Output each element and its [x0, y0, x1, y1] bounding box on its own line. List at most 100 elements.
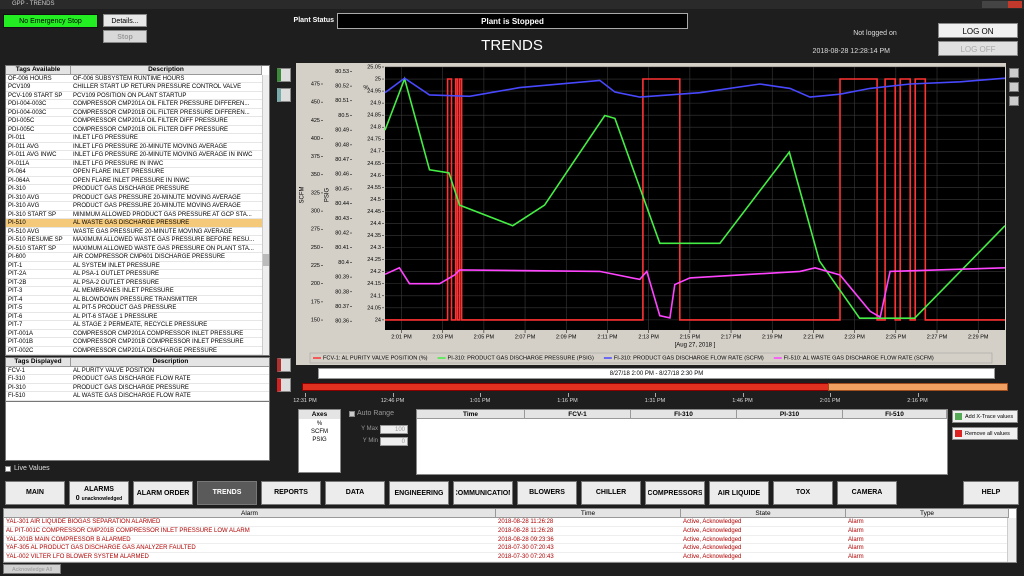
nav-button[interactable]: HELP — [963, 481, 1019, 505]
alarm-row[interactable]: YAF-305 AL PRODUCT GAS DISCHARGE GAS ANA… — [4, 544, 1007, 554]
table-row[interactable]: OF-006 HOURS OF-006 SUBSYSTEM RUNTIME HOU… — [6, 74, 262, 83]
nav-button[interactable]: TOX — [773, 481, 833, 505]
nav-button[interactable]: ALARM ORDER — [133, 481, 193, 505]
stop-button[interactable]: Stop — [103, 30, 147, 43]
table-row[interactable]: PI-011 INLET LFG PRESSURE — [6, 134, 262, 143]
table-row[interactable]: PI-600 AIR COMPRESSOR CMP601 DISCHARGE PR… — [6, 253, 262, 262]
live-values-checkbox[interactable] — [5, 466, 11, 472]
table-row[interactable]: PI-011 AVG INWC INLET LFG PRESSURE 20-MIN… — [6, 151, 262, 160]
table-row[interactable]: PDI-005C COMPRESSOR CMP201B OIL FILTER DI… — [6, 125, 262, 134]
chart-tool-icon[interactable] — [1009, 68, 1019, 78]
table-row[interactable]: PI-510 AL WASTE GAS DISCHARGE PRESSURE — [6, 219, 262, 228]
table-row[interactable]: PI-310 AVG PRODUCT GAS PRESSURE 20-MINUTE… — [6, 193, 262, 202]
table-row[interactable]: PCV-109 START SP PCV109 POSITION ON PLANT… — [6, 91, 262, 100]
axis-item[interactable]: % — [316, 421, 323, 427]
table-row[interactable]: FI-510 AL WASTE GAS DISCHARGE FLOW RATE — [6, 392, 269, 401]
nav-button[interactable]: BLOWERS — [517, 481, 577, 505]
axis-item[interactable]: SCFM — [311, 429, 328, 435]
alarm-row[interactable]: YAL-301 AIR LIQUIDE BIOGAS SEPARATION AL… — [4, 518, 1007, 527]
column-header[interactable]: Description — [71, 66, 262, 75]
column-header[interactable]: FI-310 — [631, 410, 737, 419]
nav-button[interactable]: ENGINEERING — [389, 481, 449, 505]
column-header[interactable]: Time — [417, 410, 525, 419]
scroll-thumb[interactable] — [263, 254, 269, 267]
table-row[interactable]: PCV109 CHILLER START UP RETURN PRESSURE C… — [6, 83, 262, 92]
table-row[interactable]: PIT-1 AL SYSTEM INLET PRESSURE — [6, 261, 262, 270]
table-row[interactable]: PI-064 OPEN FLARE INLET PRESSURE — [6, 168, 262, 177]
table-row[interactable]: PIT-3 AL MEMBRANES INLET PRESSURE — [6, 287, 262, 296]
table-row[interactable]: PI-310 AVG PRODUCT GAS PRESSURE 20-MINUTE… — [6, 202, 262, 211]
remove-values-button[interactable]: Remove all values — [952, 427, 1018, 440]
column-header[interactable]: FI-510 — [843, 410, 947, 419]
alarm-count-label: unacknowledged — [81, 496, 123, 502]
table-row[interactable]: PIT-7 AL STAGE 2 PERMEATE, RECYCLE PRESSU… — [6, 321, 262, 330]
column-header[interactable]: PI-310 — [737, 410, 843, 419]
nav-button[interactable]: CAMERA — [837, 481, 897, 505]
nav-button[interactable]: AIR LIQUIDE — [709, 481, 769, 505]
table-row[interactable]: PI-510 START SP MAXIMUM ALLOWED WASTE GAS… — [6, 244, 262, 253]
scrollbar[interactable] — [262, 74, 269, 355]
table-row[interactable]: PIT-001B COMPRESSOR CMP201B COMPRESSOR IN… — [6, 338, 262, 347]
details-button[interactable]: Details... — [103, 14, 147, 27]
window-controls[interactable] — [982, 1, 1022, 8]
column-header[interactable]: Type — [846, 509, 1009, 518]
table-row[interactable]: FI-310 PRODUCT GAS DISCHARGE FLOW RATE — [6, 375, 269, 384]
table-row[interactable]: PI-064A OPEN FLARE INLET PRESSURE IN INWC — [6, 176, 262, 185]
chart-tool-icon[interactable] — [1009, 96, 1019, 106]
table-row[interactable]: PIT-002C COMPRESSOR CMP201A DISCHARGE PRE… — [6, 346, 262, 355]
table-row[interactable]: PI-310 START SP MINIMUM ALLOWED PRODUCT G… — [6, 210, 262, 219]
time-range[interactable]: 8/27/18 2:00 PM - 8/27/18 2:30 PM — [318, 368, 995, 379]
auto-range-checkbox[interactable] — [349, 411, 355, 417]
axis-item[interactable]: PSIG — [312, 437, 327, 443]
nav-button[interactable]: CHILLER — [581, 481, 641, 505]
alarm-row[interactable]: AL PIT-001C COMPRESSOR CMP201B COMPRESSO… — [4, 527, 1007, 536]
alarm-row[interactable]: YAL-201B MAIN COMPRESSOR B ALARMED 2018-0… — [4, 536, 1007, 545]
table-row[interactable]: PI-510 AVG WASTE GAS PRESSURE 20-MINUTE M… — [6, 227, 262, 236]
table-row[interactable]: PIT-4 AL BLOWDOWN PRESSURE TRANSMITTER — [6, 295, 262, 304]
y-max-input[interactable]: 100 — [380, 425, 408, 434]
column-header[interactable]: Alarm — [4, 509, 496, 518]
column-header[interactable]: Tags Available — [6, 66, 71, 75]
tool-icon[interactable] — [277, 68, 291, 82]
table-row[interactable]: PI-310 PRODUCT GAS DISCHARGE PRESSURE — [6, 185, 262, 194]
nav-button[interactable]: DATA — [325, 481, 385, 505]
table-row[interactable]: PIT-5 AL PIT-5 PRODUCT GAS PRESSURE — [6, 304, 262, 313]
table-row[interactable]: PIT-2A AL PSA-1 OUTLET PRESSURE — [6, 270, 262, 279]
log-off-button[interactable]: LOG OFF — [938, 41, 1018, 56]
range-window[interactable] — [828, 383, 1008, 391]
column-header[interactable]: Tags Displayed — [6, 358, 71, 367]
nav-button[interactable]: ALARMS 0 unacknowledged — [69, 481, 129, 505]
column-header[interactable]: Description — [71, 358, 269, 367]
alarm-scrollbar[interactable] — [1007, 518, 1016, 562]
add-values-button[interactable]: Add X-Trace values — [952, 410, 1018, 423]
tool-icon[interactable] — [277, 378, 291, 392]
chart-tool-icon[interactable] — [1009, 82, 1019, 92]
table-row[interactable]: PI-011A INLET LFG PRESSURE IN INWC — [6, 159, 262, 168]
table-row[interactable]: PIT-001A COMPRESSOR CMP201A COMPRESSOR IN… — [6, 329, 262, 338]
nav-button[interactable]: TRENDS — [197, 481, 257, 505]
alarm-cell: Active, Acknowledged — [683, 554, 742, 561]
column-header[interactable]: Time — [496, 509, 681, 518]
log-on-button[interactable]: LOG ON — [938, 23, 1018, 38]
acknowledge-all-button[interactable]: Acknowledge All — [3, 564, 61, 574]
column-header[interactable]: State — [681, 509, 846, 518]
tool-icon[interactable] — [277, 88, 291, 102]
trend-line — [384, 77, 1006, 98]
table-row[interactable]: PIT-2B AL PSA-2 OUTLET PRESSURE — [6, 278, 262, 287]
nav-button[interactable]: MAIN — [5, 481, 65, 505]
table-row[interactable]: PI-510 RESUME SP MAXIMUM ALLOWED WASTE GA… — [6, 236, 262, 245]
table-row[interactable]: PIT-6 AL PIT-6 STAGE 1 PRESSURE — [6, 312, 262, 321]
nav-button[interactable]: COMMUNICATION — [453, 481, 513, 505]
nav-button[interactable]: REPORTS — [261, 481, 321, 505]
alarm-row[interactable]: YAL-002 VILTER LFO BLOWER SYSTEM ALARMED… — [4, 553, 1007, 562]
tool-icon[interactable] — [277, 358, 291, 372]
table-row[interactable]: PDI-004-003C COMPRESSOR CMP201B OIL FILTE… — [6, 108, 262, 117]
table-row[interactable]: PDI-004-003C COMPRESSOR CMP201A OIL FILTE… — [6, 100, 262, 109]
table-row[interactable]: FCV-1 AL PURITY VALVE POSITION — [6, 366, 269, 375]
nav-button[interactable]: COMPRESSORS — [645, 481, 705, 505]
y-min-input[interactable]: 0 — [380, 437, 408, 446]
table-row[interactable]: PI-011 AVG INLET LFG PRESSURE 20-MINUTE M… — [6, 142, 262, 151]
column-header[interactable]: FCV-1 — [525, 410, 631, 419]
table-row[interactable]: PDI-005C COMPRESSOR CMP201A OIL FILTER DI… — [6, 117, 262, 126]
table-row[interactable]: PI-310 PRODUCT GAS DISCHARGE PRESSURE — [6, 383, 269, 392]
